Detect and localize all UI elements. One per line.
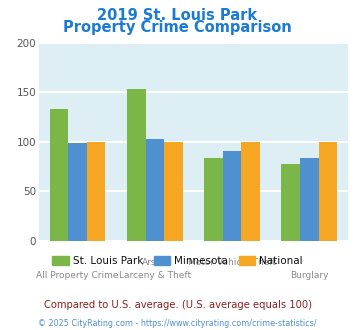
Text: Burglary: Burglary [290, 272, 328, 280]
Bar [164, 142, 183, 241]
Bar [50, 109, 69, 241]
Bar [241, 142, 260, 241]
Legend: St. Louis Park, Minnesota, National: St. Louis Park, Minnesota, National [48, 252, 307, 270]
Bar [318, 142, 337, 241]
Bar [282, 164, 300, 241]
Text: 2019 St. Louis Park: 2019 St. Louis Park [97, 8, 258, 23]
Text: © 2025 CityRating.com - https://www.cityrating.com/crime-statistics/: © 2025 CityRating.com - https://www.city… [38, 319, 317, 328]
Text: Compared to U.S. average. (U.S. average equals 100): Compared to U.S. average. (U.S. average … [44, 300, 311, 310]
Bar [87, 142, 105, 241]
Bar [300, 158, 318, 241]
Text: Property Crime Comparison: Property Crime Comparison [63, 20, 292, 35]
Bar [69, 143, 87, 241]
Bar [146, 139, 164, 241]
Text: Larceny & Theft: Larceny & Theft [119, 272, 191, 280]
Text: Arson: Arson [142, 258, 168, 267]
Text: Motor Vehicle Theft: Motor Vehicle Theft [188, 258, 276, 267]
Bar [127, 89, 146, 241]
Bar [204, 158, 223, 241]
Text: All Property Crime: All Property Crime [37, 272, 119, 280]
Bar [223, 151, 241, 241]
